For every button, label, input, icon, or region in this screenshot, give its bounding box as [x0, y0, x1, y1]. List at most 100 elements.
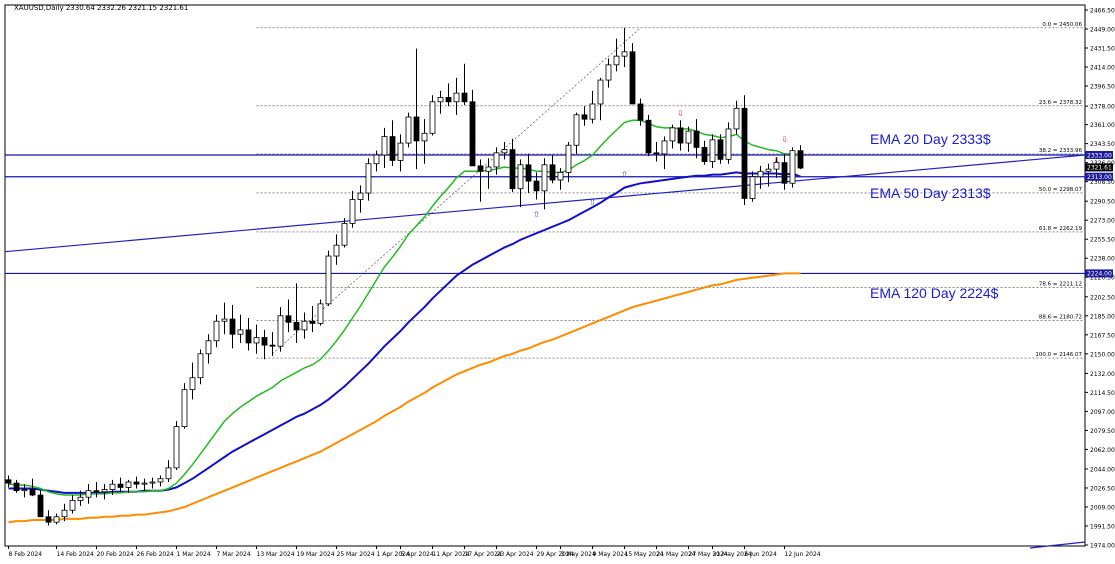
candle-body [669, 127, 676, 142]
candle-body [517, 164, 524, 190]
y-tick-label: 2396.50 [1090, 84, 1115, 91]
y-tick-label: 2150.00 [1090, 351, 1115, 358]
candle-body [605, 64, 612, 81]
candle-body [573, 114, 580, 146]
x-tick-label: 13 Mar 2024 [257, 551, 295, 558]
candle-body [653, 152, 660, 155]
y-tick-label: 2132.00 [1090, 371, 1115, 378]
candle-body [549, 164, 556, 181]
fractal-down-arrow: ⇩ [773, 156, 780, 165]
y-tick-label: 2466.50 [1090, 8, 1115, 15]
candle-body [245, 329, 252, 344]
candle-body [645, 119, 652, 154]
candle-body [557, 172, 564, 181]
y-tick-label: 2185.00 [1090, 313, 1115, 320]
candle-body [133, 481, 140, 485]
fractal-up-arrow: ⇧ [589, 198, 596, 207]
x-tick-label: 6 Jun 2024 [745, 551, 777, 558]
candle-body [69, 500, 76, 511]
candle-body [453, 92, 460, 103]
candle-body [413, 116, 420, 142]
fib-diagonal-line [272, 27, 641, 355]
candle-body [541, 164, 548, 192]
x-tick-label: 1 Apr 2024 [377, 551, 410, 558]
candle-body [381, 136, 388, 156]
candle-body [637, 103, 644, 121]
y-tick-label: 1974.00 [1090, 543, 1115, 550]
candle-body [125, 481, 132, 488]
y-tick-label: 2308.50 [1090, 179, 1115, 186]
candle-body [693, 130, 700, 148]
candle-body [285, 315, 292, 323]
candle-body [589, 103, 596, 120]
candle-body [293, 321, 300, 331]
candle-body [749, 176, 756, 199]
candle-body [493, 152, 500, 168]
plot-border [4, 4, 1086, 547]
candle-body [725, 128, 732, 160]
candle-body [773, 162, 780, 170]
fib-level-label: 100.0 = 2146.07 [1035, 352, 1082, 358]
candle-body [397, 142, 404, 161]
price-box-label: 2321.61 [1087, 165, 1112, 172]
x-tick-label: 29 Apr 2024 [537, 551, 574, 558]
candle-body [485, 166, 492, 172]
ema20-annotation: EMA 20 Day 2333$ [870, 131, 991, 147]
candle-body [461, 92, 468, 103]
candle-body [85, 490, 92, 498]
price-box [1085, 163, 1113, 172]
candle-body [229, 318, 236, 335]
candle-body [365, 163, 372, 194]
candle-body [437, 97, 444, 103]
fractal-up-arrow: ⇧ [621, 170, 628, 179]
fib-level-label: 88.6 = 2180.72 [1039, 314, 1082, 320]
candle-body [157, 478, 164, 483]
candle-body [213, 320, 220, 342]
y-tick-label: 2202.50 [1090, 294, 1115, 301]
price-box [1085, 269, 1113, 278]
candle-body [757, 170, 764, 178]
y-tick-label: 2290.50 [1090, 199, 1115, 206]
candle-body [253, 337, 260, 344]
candle-body [325, 255, 332, 305]
x-tick-label: 15 May 2024 [625, 551, 664, 558]
candle-body [733, 107, 740, 130]
candle-body [629, 51, 636, 105]
candle-body [501, 149, 508, 154]
candle-body [781, 162, 788, 184]
y-tick-label: 2220.50 [1090, 275, 1115, 282]
candle-body [717, 139, 724, 160]
y-tick-label: 2238.00 [1090, 256, 1115, 263]
y-tick-label: 1991.50 [1090, 523, 1115, 530]
candle-body [421, 132, 428, 142]
x-tick-label: 17 Apr 2024 [465, 551, 502, 558]
symbol-header: XAUUSD,Daily 2330.64 2332.26 2321.15 232… [14, 4, 188, 12]
candle-body [61, 509, 68, 518]
ema120-annotation: EMA 120 Day 2224$ [870, 285, 999, 301]
candle-body [445, 97, 452, 103]
candle-body [237, 329, 244, 335]
candle-body [477, 165, 484, 172]
fib-level-label: 50.0 = 2298.07 [1039, 187, 1083, 193]
candle-body [53, 516, 60, 523]
candle-body [181, 389, 188, 427]
y-tick-label: 2079.50 [1090, 428, 1115, 435]
candle-body [77, 496, 84, 501]
candle-body [789, 150, 796, 184]
candle-body [341, 223, 348, 246]
candle-body [141, 482, 148, 485]
x-tick-label: 11 Apr 2024 [433, 551, 470, 558]
x-tick-label: 5 Apr 2024 [401, 551, 434, 558]
y-tick-label: 2273.00 [1090, 218, 1115, 225]
candle-body [205, 340, 212, 355]
candle-body [509, 149, 516, 190]
symbol-name: XAUUSD,Daily [14, 4, 64, 12]
price-box-label: 2333.00 [1087, 152, 1112, 159]
candle-body [21, 489, 28, 492]
candle-body [405, 116, 412, 144]
x-tick-label: 19 Mar 2024 [297, 551, 335, 558]
candle-body [533, 180, 540, 192]
x-tick-label: 31 May 2024 [713, 551, 752, 558]
fib-level-label: 61.8 = 2262.19 [1039, 226, 1083, 232]
candle-body [93, 490, 100, 493]
